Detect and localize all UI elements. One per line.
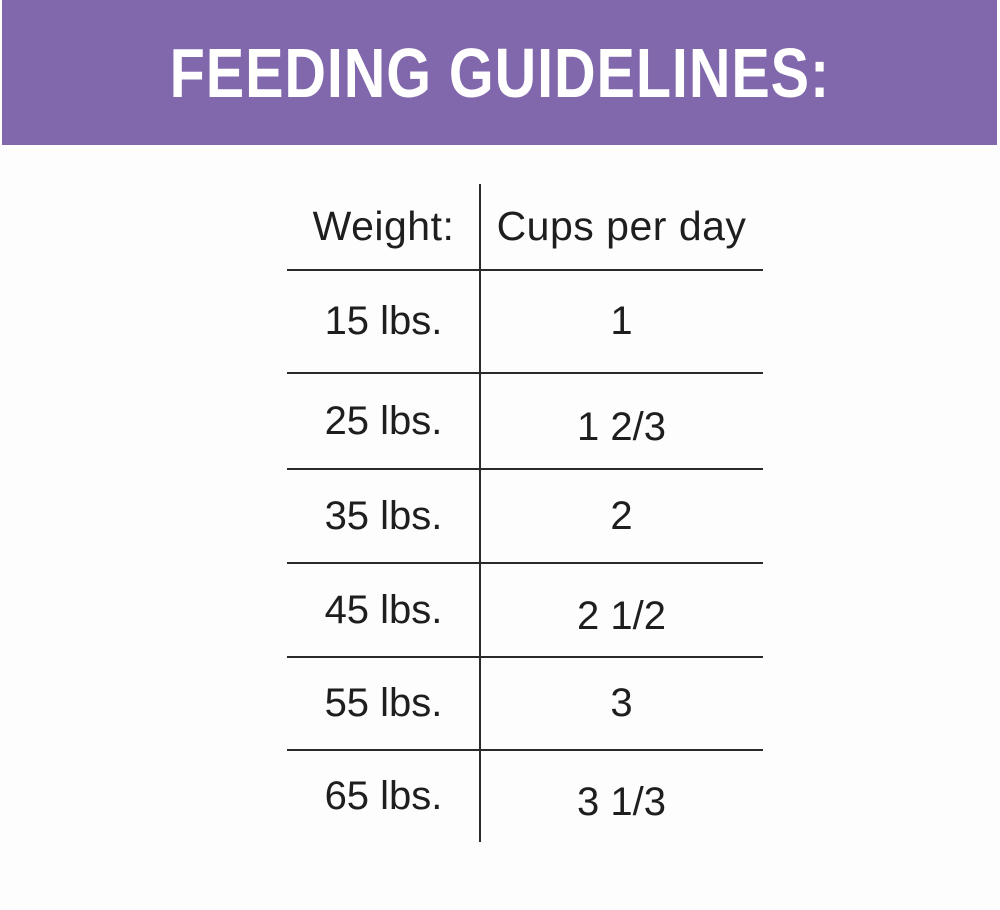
weight-cell: 15 lbs. <box>324 299 443 343</box>
weight-cell: 65 lbs. <box>324 774 443 818</box>
cups-cell: 2 <box>610 493 633 538</box>
table-row: 25 lbs. 1 2/3 <box>287 374 763 470</box>
page-title: FEEDING GUIDELINES: <box>169 33 830 112</box>
cups-cell: 2 1/2 <box>577 593 666 638</box>
cups-cell: 3 1/3 <box>577 780 666 824</box>
cups-cell: 3 <box>610 681 633 725</box>
table-rows: 15 lbs. 1 25 lbs. 1 2/3 35 lbs. 2 45 lbs… <box>287 271 763 842</box>
feeding-table: Weight: Cups per day 15 lbs. 1 25 lbs. 1… <box>287 184 763 842</box>
cups-cell: 1 <box>610 299 633 343</box>
table-row: 65 lbs. 3 1/3 <box>287 751 763 842</box>
table-row: 15 lbs. 1 <box>287 271 763 374</box>
column-header-weight: Weight: <box>312 203 455 249</box>
table-row: 45 lbs. 2 1/2 <box>287 564 763 658</box>
banner: FEEDING GUIDELINES: <box>2 0 997 145</box>
weight-cell: 35 lbs. <box>324 493 443 538</box>
weight-cell: 45 lbs. <box>324 587 443 632</box>
weight-cell: 25 lbs. <box>324 398 443 443</box>
table-row: 55 lbs. 3 <box>287 658 763 751</box>
weight-cell: 55 lbs. <box>324 681 443 725</box>
cups-cell: 1 2/3 <box>577 404 666 449</box>
table-row: 35 lbs. 2 <box>287 470 763 564</box>
table-header-row: Weight: Cups per day <box>287 184 763 271</box>
column-divider <box>479 184 481 842</box>
column-header-cups: Cups per day <box>496 203 747 249</box>
